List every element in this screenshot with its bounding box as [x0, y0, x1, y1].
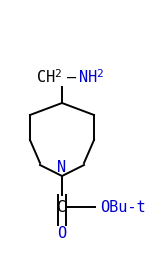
Text: NH: NH	[79, 69, 97, 85]
Text: —: —	[67, 69, 77, 85]
Text: CH: CH	[37, 69, 55, 85]
Text: OBu-t: OBu-t	[100, 199, 146, 215]
Text: 2: 2	[55, 69, 61, 79]
Text: O: O	[57, 225, 66, 241]
Text: N: N	[57, 161, 66, 176]
Text: C: C	[57, 199, 66, 215]
Text: 2: 2	[97, 69, 103, 79]
